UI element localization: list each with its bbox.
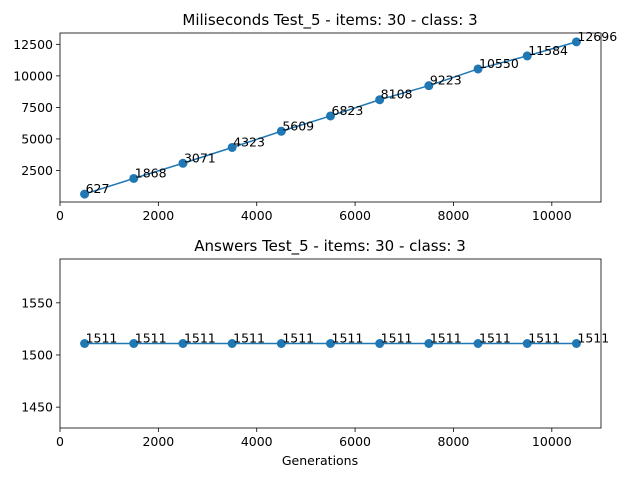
- y-tick-label: 1500: [21, 347, 53, 362]
- data-point: [326, 339, 335, 348]
- data-point: [473, 339, 483, 348]
- x-tick-label: 4000: [241, 208, 273, 223]
- x-tick-label: 6000: [339, 434, 371, 449]
- data-label: 12696: [577, 29, 617, 44]
- axes-frame: [59, 258, 602, 429]
- x-tick-label: 6000: [339, 208, 371, 223]
- data-label: 1511: [332, 331, 364, 346]
- data-point: [129, 339, 139, 348]
- data-label: 1511: [282, 331, 314, 346]
- x-tick-label: 10000: [532, 434, 572, 449]
- y-tick-label: 1450: [21, 400, 53, 415]
- data-point: [571, 339, 581, 348]
- chart-title: Miliseconds Test_5 - items: 30 - class: …: [182, 11, 477, 30]
- data-point: [424, 339, 434, 348]
- data-label: 1511: [233, 331, 265, 346]
- y-tick-label: 12500: [13, 37, 53, 52]
- data-point: [424, 81, 434, 91]
- data-label: 5609: [282, 118, 314, 133]
- x-tick-label: 8000: [438, 434, 470, 449]
- data-label: 10550: [479, 56, 519, 71]
- data-label: 1511: [528, 331, 560, 346]
- data-point: [375, 339, 385, 348]
- x-tick-label: 2000: [142, 208, 174, 223]
- milliseconds-chart: Miliseconds Test_5 - items: 30 - class: …: [13, 11, 617, 223]
- data-label: 1511: [381, 331, 413, 346]
- data-point: [522, 51, 532, 61]
- data-label: 1868: [135, 165, 167, 180]
- data-point: [80, 339, 90, 348]
- x-tick-label: 2000: [142, 434, 174, 449]
- data-point: [326, 111, 335, 121]
- x-tick-label: 8000: [438, 208, 470, 223]
- data-label: 1511: [184, 331, 216, 346]
- data-label: 1511: [135, 331, 167, 346]
- axes-frame: [59, 32, 602, 203]
- y-tick-label: 10000: [13, 68, 53, 83]
- plot-area: 0 2000 4000 6000 8000 10000 1450 1500 1550 1511 15…: [21, 258, 609, 449]
- x-axis-label: Generations: [282, 453, 358, 468]
- data-point: [276, 339, 286, 348]
- data-point: [178, 339, 188, 348]
- data-label: 1511: [430, 331, 462, 346]
- x-tick-label: 4000: [241, 434, 273, 449]
- y-tick-label: 7500: [21, 100, 53, 115]
- data-point: [375, 95, 385, 105]
- chart-title: Answers Test_5 - items: 30 - class: 3: [194, 237, 466, 256]
- y-tick-label: 2500: [21, 163, 53, 178]
- data-point: [227, 339, 237, 348]
- y-tick-label: 1550: [21, 295, 53, 310]
- data-label: 3071: [184, 150, 216, 165]
- data-label: 1511: [577, 331, 609, 346]
- data-point: [178, 158, 188, 168]
- data-label: 4323: [233, 134, 265, 149]
- data-point: [522, 339, 532, 348]
- data-label: 11584: [528, 43, 568, 58]
- data-label: 6823: [332, 103, 364, 118]
- data-point: [80, 189, 90, 199]
- x-tick-label: 10000: [532, 208, 572, 223]
- plot-area: 0 2000 4000 6000 8000 10000 2500 5000 7500 10000 1…: [13, 29, 617, 223]
- answers-chart: Answers Test_5 - items: 30 - class: 3 0 2…: [21, 237, 609, 468]
- data-point: [473, 64, 483, 74]
- data-point: [276, 126, 286, 136]
- x-tick-label: 0: [56, 208, 64, 223]
- data-point: [129, 173, 139, 183]
- data-label: 1511: [86, 331, 118, 346]
- data-point: [227, 142, 237, 152]
- data-label: 9223: [430, 73, 462, 88]
- data-label: 8108: [381, 87, 413, 102]
- data-point: [571, 37, 581, 47]
- x-tick-label: 0: [56, 434, 64, 449]
- data-label: 627: [86, 181, 110, 196]
- y-tick-label: 5000: [21, 131, 53, 146]
- data-label: 1511: [479, 331, 511, 346]
